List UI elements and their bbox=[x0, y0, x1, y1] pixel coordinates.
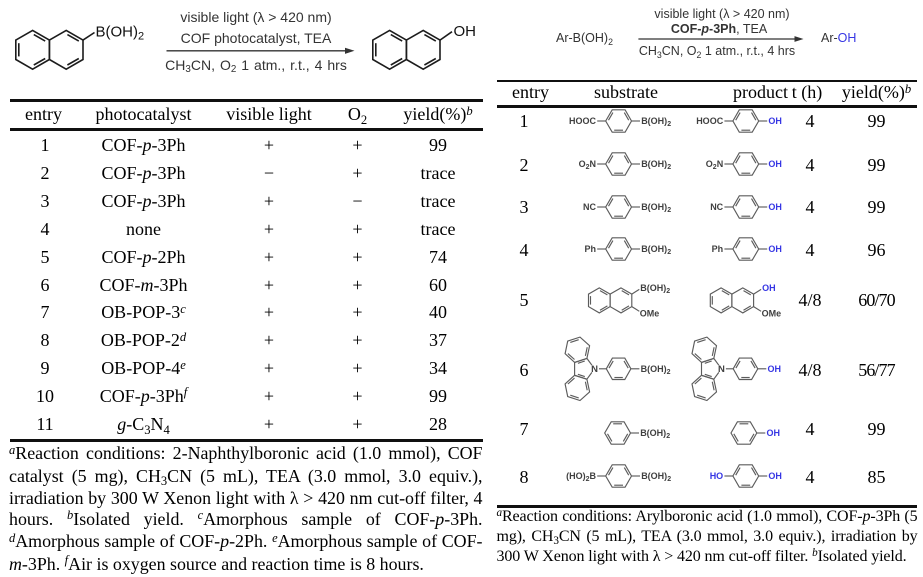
svg-text:OH: OH bbox=[768, 116, 782, 126]
svg-text:B(OH)2: B(OH)2 bbox=[641, 364, 671, 376]
svg-text:HO: HO bbox=[710, 471, 724, 481]
svg-text:OH: OH bbox=[768, 202, 782, 212]
svg-text:B(OH)2: B(OH)2 bbox=[641, 244, 671, 256]
svg-text:B(OH)2: B(OH)2 bbox=[641, 116, 671, 128]
svg-text:B(OH)2: B(OH)2 bbox=[641, 159, 671, 171]
svg-text:B(OH)2: B(OH)2 bbox=[640, 428, 670, 440]
svg-text:OH: OH bbox=[762, 283, 776, 293]
svg-text:OH: OH bbox=[767, 428, 781, 438]
svg-text:HOOC: HOOC bbox=[569, 116, 597, 126]
svg-text:O2N: O2N bbox=[579, 159, 596, 171]
svg-text:OMe: OMe bbox=[640, 309, 660, 319]
svg-text:B(OH)2: B(OH)2 bbox=[641, 471, 671, 483]
svg-text:OH: OH bbox=[768, 364, 782, 374]
svg-text:B(OH)2: B(OH)2 bbox=[96, 24, 145, 43]
svg-text:(HO)2B: (HO)2B bbox=[566, 471, 596, 483]
svg-text:NC: NC bbox=[583, 202, 596, 212]
svg-text:B(OH)2: B(OH)2 bbox=[641, 202, 671, 214]
svg-text:O2N: O2N bbox=[706, 159, 723, 171]
svg-text:N: N bbox=[718, 364, 725, 375]
svg-text:OH: OH bbox=[768, 471, 782, 481]
svg-text:OH: OH bbox=[454, 23, 477, 40]
svg-text:OH: OH bbox=[768, 244, 782, 254]
svg-text:B(OH)2: B(OH)2 bbox=[640, 283, 670, 295]
svg-text:N: N bbox=[591, 364, 598, 375]
svg-text:NC: NC bbox=[710, 202, 723, 212]
svg-text:Ph: Ph bbox=[712, 244, 724, 254]
svg-text:HOOC: HOOC bbox=[696, 116, 724, 126]
svg-text:OH: OH bbox=[768, 159, 782, 169]
svg-text:Ph: Ph bbox=[584, 244, 596, 254]
svg-text:OMe: OMe bbox=[762, 309, 782, 319]
